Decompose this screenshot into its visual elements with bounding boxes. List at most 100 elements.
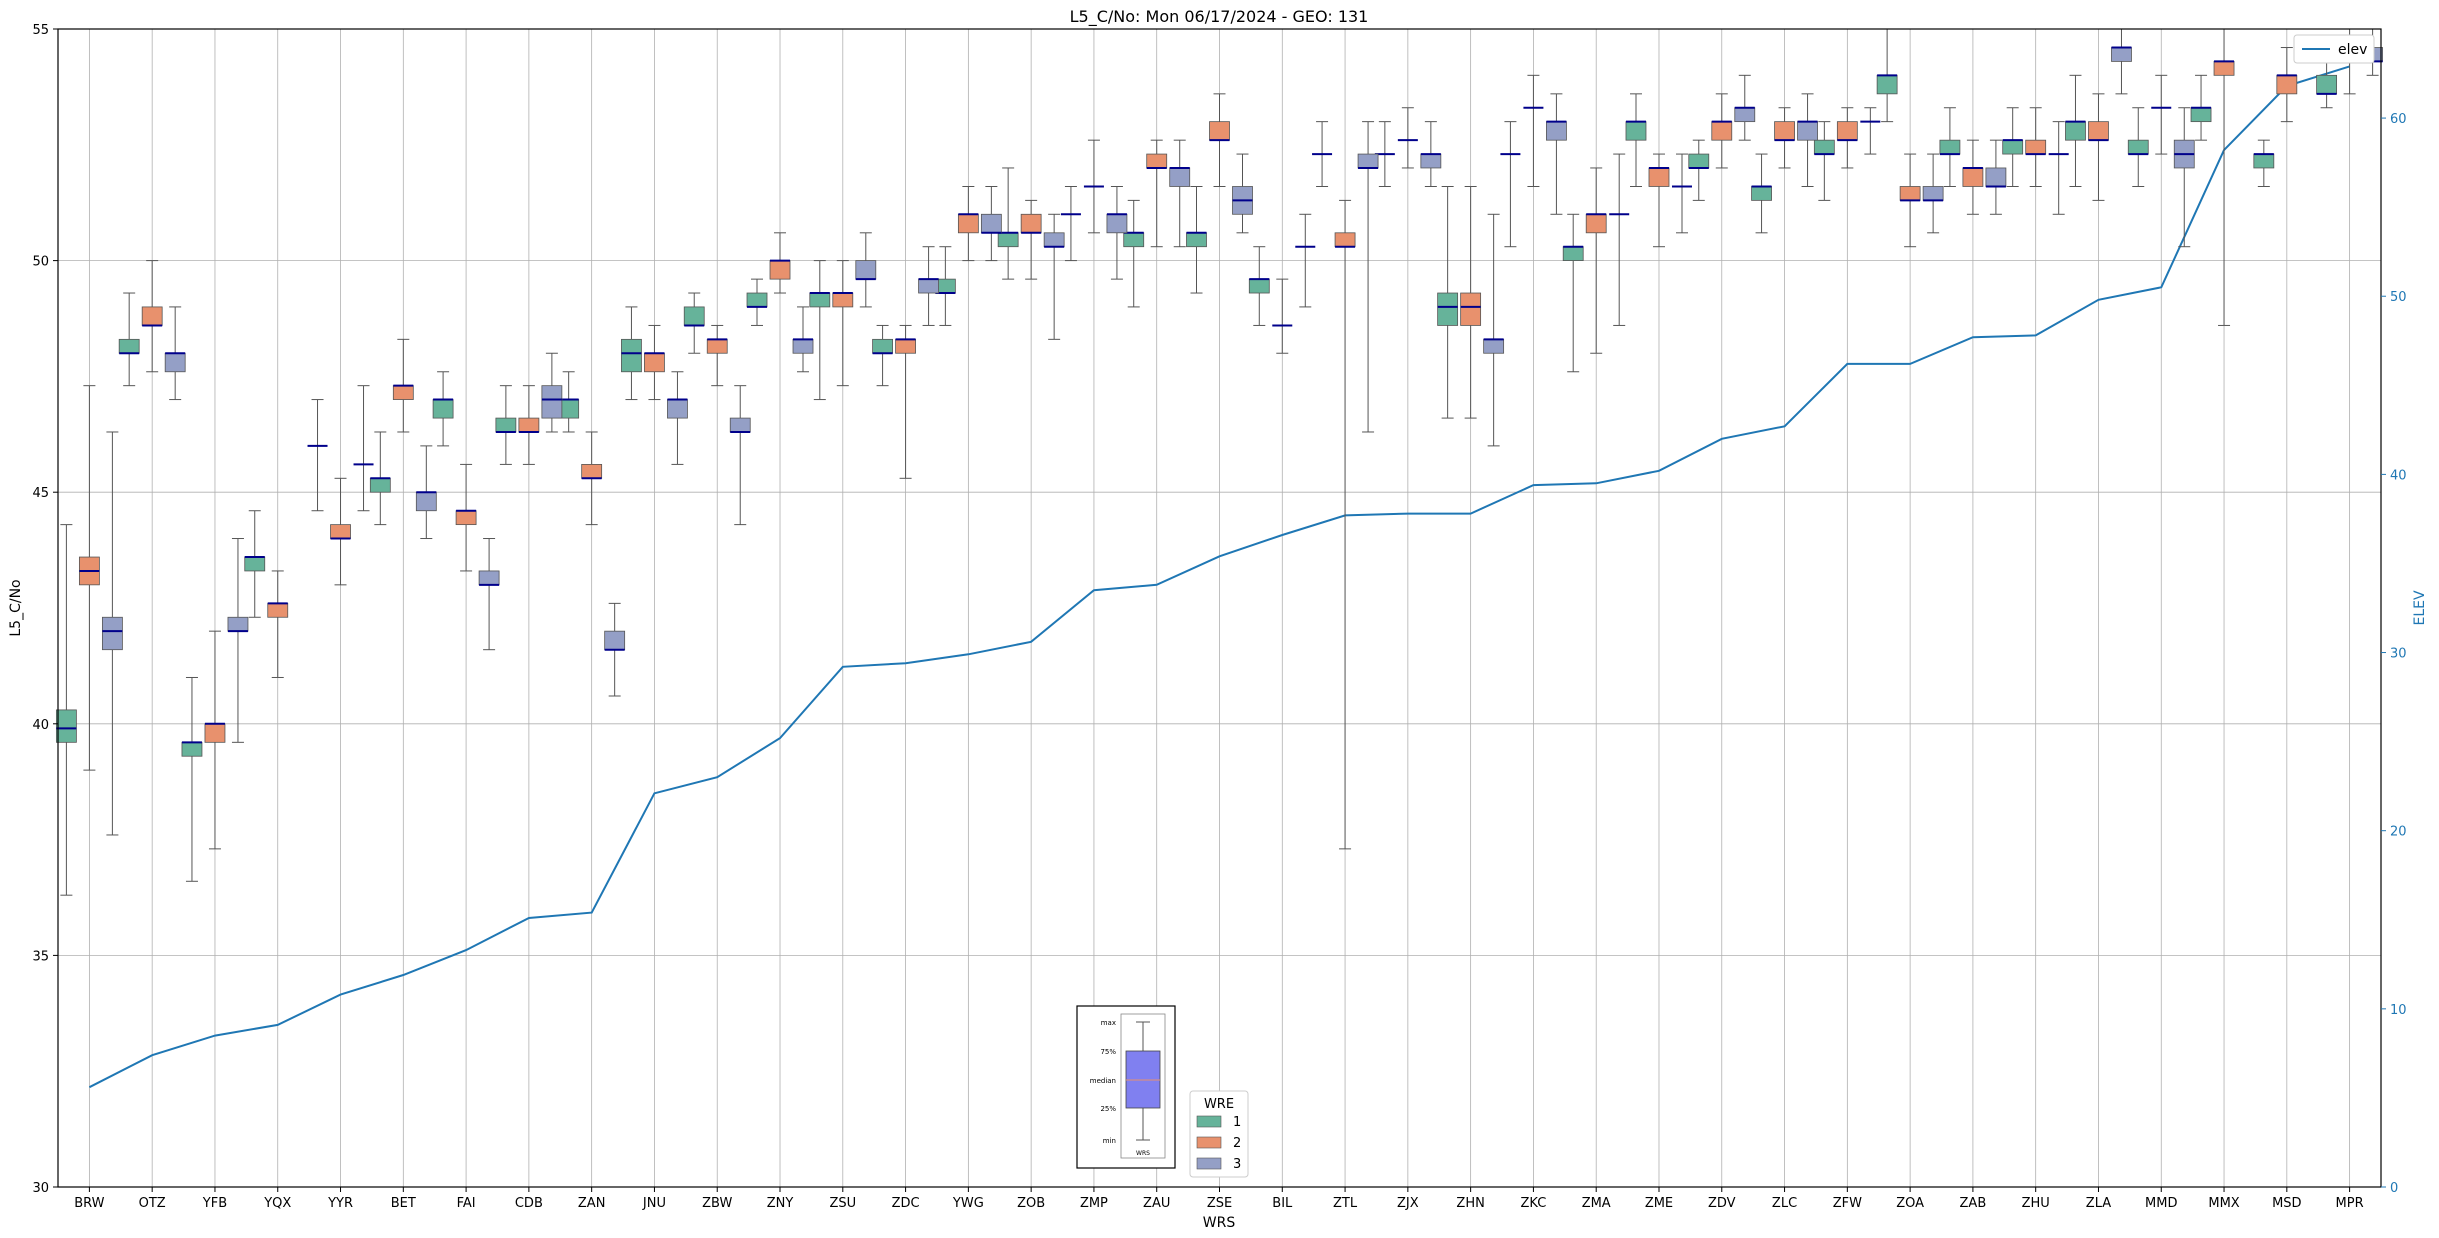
x-tick-label: ZMA (1582, 1196, 1611, 1211)
box-wre-2-FAI (455, 463, 477, 572)
box-wre-2-ZDV (1711, 93, 1733, 169)
box-iqr (1043, 232, 1065, 248)
box-wre-1-ZJX (1374, 121, 1395, 187)
box-wre-1-JNU (621, 306, 642, 401)
box-iqr (957, 213, 979, 234)
box-iqr (1420, 153, 1442, 169)
box-wre-3-MMD (2173, 107, 2195, 248)
box-wre-3-ZFW (1860, 107, 1881, 155)
box-wre-1-OTZ (118, 292, 140, 387)
x-tick-label: ZDC (892, 1196, 920, 1211)
box-iqr (392, 385, 414, 400)
box-iqr (581, 464, 603, 479)
box-wre-3-ZBW (729, 385, 751, 526)
grid-layer (58, 28, 2381, 1188)
box-wre-3-ZME (1671, 153, 1692, 234)
x-tick-label: ZLA (2086, 1196, 2111, 1211)
box-wre-1-YQX (244, 510, 266, 618)
box-wre-3-ZHU (2048, 121, 2069, 215)
box-wre-3-BET (415, 445, 437, 540)
inset-key-xlabel: WRS (1136, 1150, 1150, 1157)
box-iqr (118, 338, 140, 354)
wre-legend-label-3: 3 (1233, 1157, 1241, 1172)
box-wre-2-ZSU (832, 260, 854, 387)
box-wre-2-ZLC (1774, 107, 1795, 169)
box-wre-3-FAI (478, 538, 500, 651)
box-wre-3-ZNY (792, 306, 814, 373)
box-wre-3-CDB (541, 352, 563, 433)
box-iqr (1483, 338, 1505, 354)
box-wre-1-ZAB (1939, 107, 1961, 187)
box-wre-2-ZSE (1209, 93, 1230, 187)
box-iqr (244, 556, 266, 572)
chart-title: L5_C/No: Mon 06/17/2024 - GEO: 131 (1070, 7, 1369, 27)
box-iqr (2276, 74, 2298, 95)
box-wre-3-JNU (667, 371, 688, 465)
box-iqr (621, 338, 642, 373)
x-tick-label: CDB (515, 1196, 543, 1211)
box-wre-1-ZMP (1060, 185, 1081, 262)
box-iqr (809, 292, 831, 308)
box-iqr (1562, 246, 1584, 261)
x-tick-label: ZMP (1080, 1196, 1108, 1211)
box-wre-1-ZLC (1751, 153, 1772, 234)
box-iqr (101, 616, 123, 651)
inset-key-label-q3: 75% (1100, 1048, 1116, 1056)
box-iqr (1625, 121, 1647, 141)
box-wre-3-ZAN (604, 602, 626, 697)
box-wre-2-ZDC (895, 324, 916, 479)
y-axis-label: L5_C/No (8, 579, 24, 636)
box-wre-1-ZNY (746, 278, 768, 326)
box-wre-2-JNU (644, 324, 665, 401)
box-wre-3-ZHN (1483, 213, 1505, 447)
box-iqr (2253, 153, 2275, 169)
box-wre-1-BET (369, 431, 391, 526)
box-iqr (227, 616, 249, 632)
box-iqr (1813, 139, 1835, 155)
x-tick-label: ZBW (702, 1196, 732, 1211)
box-wre-1-ZHU (2002, 107, 2024, 187)
x-tick-label: ZDV (1708, 1196, 1736, 1211)
wre-legend-label-1: 1 (1233, 1115, 1241, 1130)
wre-legend-swatch-2 (1196, 1136, 1222, 1149)
inset-key-label-min: min (1103, 1137, 1116, 1145)
y2-tick-label: 40 (2390, 468, 2407, 483)
box-iqr (2111, 47, 2132, 62)
box-wre-3-ZOA (1922, 153, 1944, 234)
x-tick-label: ZFW (1833, 1196, 1862, 1211)
box-wre-2-BIL (1272, 278, 1293, 354)
x-tick-label: ZAU (1143, 1196, 1170, 1211)
box-wre-2-OTZ (141, 260, 163, 373)
box-iqr (369, 477, 391, 493)
box-iqr (2127, 139, 2149, 155)
box-iqr (1751, 186, 1772, 201)
x-tick-label: ZHU (2022, 1196, 2050, 1211)
box-iqr (141, 306, 163, 326)
box-iqr (415, 491, 437, 512)
x-tick-label: ZTL (1333, 1196, 1358, 1211)
box-wre-1-ZSU (809, 260, 831, 401)
box-wre-3-ZOB (1043, 213, 1065, 340)
box-wre-2-YWG (957, 185, 979, 262)
y2-tick-label: 60 (2390, 112, 2407, 127)
box-wre-3-ZDC (918, 246, 939, 326)
box-wre-2-ZMP (1083, 139, 1104, 234)
elevation-layer (88, 65, 2350, 1089)
x-tick-label: YFB (202, 1196, 227, 1211)
x-tick-label: MPR (2336, 1196, 2364, 1211)
x-tick-label: ZAB (1960, 1196, 1987, 1211)
elev-legend-label: elev (2338, 42, 2367, 58)
box-wre-2-ZKC (1523, 74, 1544, 187)
box-wre-2-ZBW (706, 324, 728, 387)
box-wre-1-MMD (2127, 107, 2149, 187)
box-iqr (1334, 232, 1356, 248)
x-tick-label: ZOA (1896, 1196, 1924, 1211)
box-iqr (1169, 167, 1191, 187)
box-iqr (1460, 292, 1482, 326)
x-tick-label: YYR (327, 1196, 353, 1211)
box-wre-3-ZSE (1232, 153, 1253, 234)
box-iqr (1106, 213, 1128, 234)
box-iqr (1437, 292, 1459, 326)
box-iqr (644, 352, 665, 373)
box-iqr (478, 570, 500, 586)
